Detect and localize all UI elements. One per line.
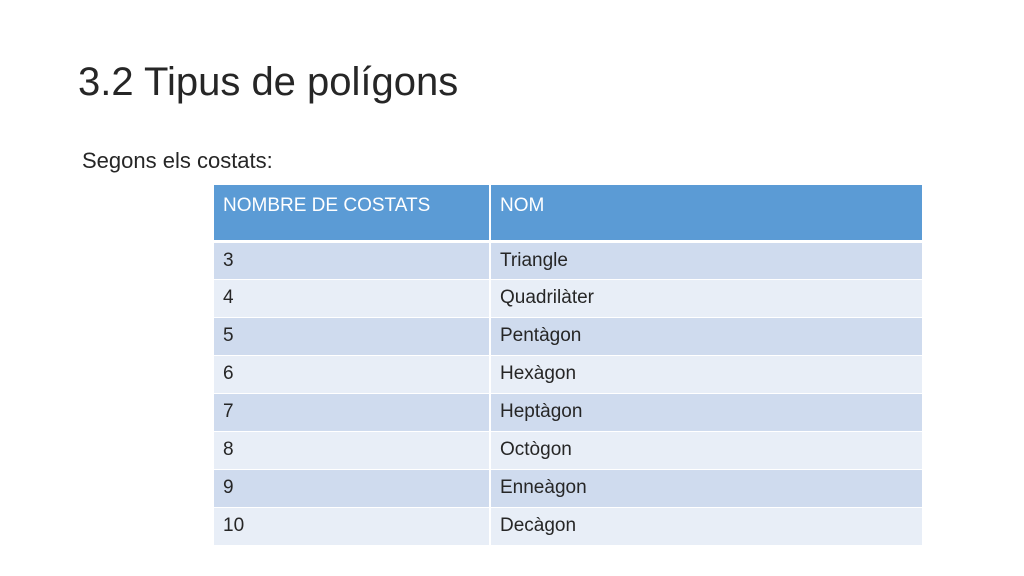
polygon-name-cell: Octògon [490, 431, 922, 470]
table-row: 7 Heptàgon [214, 393, 922, 432]
table-row: 10 Decàgon [214, 507, 922, 546]
polygon-name-cell: Heptàgon [490, 393, 922, 432]
table-row: 6 Hexàgon [214, 355, 922, 394]
sides-cell: 6 [214, 355, 491, 394]
polygon-name-cell: Enneàgon [490, 469, 922, 508]
sides-cell: 10 [214, 507, 491, 546]
table-row: 8 Octògon [214, 431, 922, 470]
sides-cell: 7 [214, 393, 491, 432]
table-row: 9 Enneàgon [214, 469, 922, 508]
slide-title: 3.2 Tipus de polígons [78, 60, 459, 104]
slide-subtitle: Segons els costats: [82, 148, 273, 173]
table-row: 4 Quadrilàter [214, 279, 922, 318]
header-sides-count: NOMBRE DE COSTATS [214, 185, 491, 243]
sides-cell: 4 [214, 279, 491, 318]
polygon-name-cell: Pentàgon [490, 317, 922, 356]
sides-cell: 9 [214, 469, 491, 508]
polygon-table: NOMBRE DE COSTATS NOM 3 Triangle 4 Quadr… [214, 185, 922, 546]
table-row: 5 Pentàgon [214, 317, 922, 356]
polygon-name-cell: Decàgon [490, 507, 922, 546]
polygon-name-cell: Hexàgon [490, 355, 922, 394]
polygon-name-cell: Quadrilàter [490, 279, 922, 318]
sides-cell: 8 [214, 431, 491, 470]
header-name: NOM [490, 185, 922, 243]
polygon-name-cell: Triangle [490, 241, 922, 280]
table-header-row: NOMBRE DE COSTATS NOM [214, 185, 922, 243]
sides-cell: 3 [214, 241, 491, 280]
table-row: 3 Triangle [214, 241, 922, 280]
sides-cell: 5 [214, 317, 491, 356]
